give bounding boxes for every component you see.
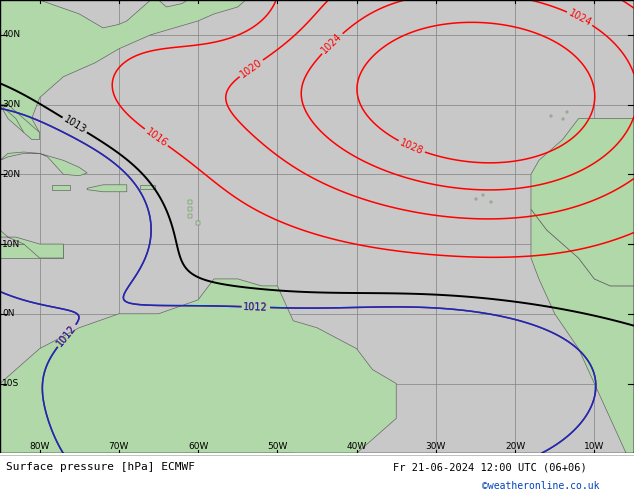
Text: 1024: 1024: [320, 31, 344, 55]
Polygon shape: [531, 209, 634, 453]
Text: 20W: 20W: [505, 442, 525, 451]
Text: 1012: 1012: [243, 302, 268, 313]
Text: 60W: 60W: [188, 442, 209, 451]
Polygon shape: [52, 185, 70, 190]
Polygon shape: [0, 244, 63, 258]
Text: 1012: 1012: [55, 323, 79, 348]
Polygon shape: [0, 104, 39, 140]
Text: 30W: 30W: [425, 442, 446, 451]
Text: 40W: 40W: [347, 442, 366, 451]
Text: Fr 21-06-2024 12:00 UTC (06+06): Fr 21-06-2024 12:00 UTC (06+06): [393, 462, 587, 472]
Text: 0N: 0N: [3, 309, 15, 318]
Text: 1020: 1020: [238, 57, 264, 79]
Text: 1013: 1013: [61, 114, 87, 136]
Text: ©weatheronline.co.uk: ©weatheronline.co.uk: [482, 481, 599, 490]
Text: 20N: 20N: [3, 170, 20, 179]
Text: 10W: 10W: [584, 442, 605, 451]
Text: 1012: 1012: [243, 302, 268, 313]
Polygon shape: [0, 279, 396, 474]
Text: Surface pressure [hPa] ECMWF: Surface pressure [hPa] ECMWF: [6, 462, 195, 472]
Text: 40N: 40N: [3, 30, 20, 39]
Polygon shape: [0, 202, 63, 258]
Text: 70W: 70W: [108, 442, 129, 451]
Text: 1028: 1028: [398, 137, 425, 156]
Text: 10S: 10S: [3, 379, 20, 388]
Polygon shape: [0, 0, 254, 132]
Polygon shape: [0, 152, 87, 176]
Text: 80W: 80W: [29, 442, 50, 451]
Text: 50W: 50W: [267, 442, 288, 451]
Text: 1012: 1012: [55, 323, 79, 348]
Text: 1024: 1024: [567, 8, 593, 28]
Polygon shape: [87, 185, 127, 192]
Text: 1016: 1016: [143, 126, 169, 148]
Polygon shape: [531, 0, 634, 286]
Polygon shape: [140, 185, 155, 189]
Text: 10N: 10N: [3, 240, 21, 248]
Text: 30N: 30N: [3, 100, 21, 109]
